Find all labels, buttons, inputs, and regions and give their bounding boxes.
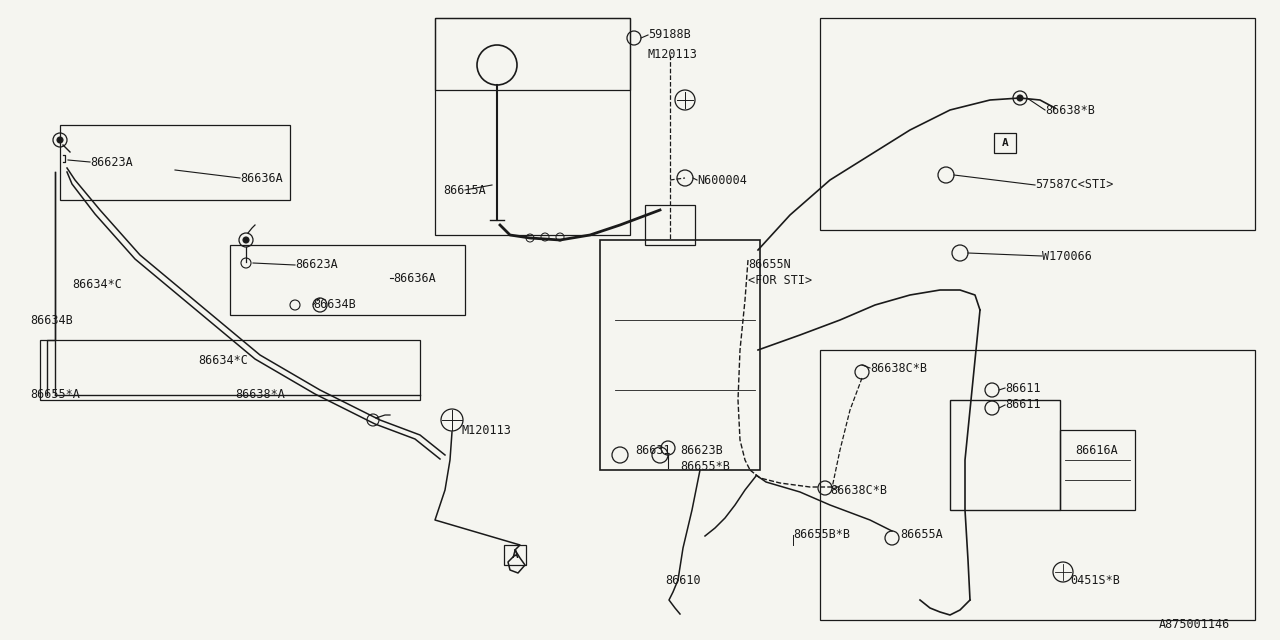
Bar — [600, 240, 760, 470]
Bar — [60, 125, 291, 200]
Text: 86623A: 86623A — [90, 156, 133, 168]
Text: 86631: 86631 — [635, 444, 671, 456]
Bar — [40, 340, 420, 400]
Text: 86638*B: 86638*B — [1044, 104, 1094, 116]
Text: 86623A: 86623A — [294, 259, 338, 271]
Text: 86634*C: 86634*C — [198, 353, 248, 367]
Circle shape — [58, 137, 63, 143]
Bar — [820, 350, 1254, 620]
Text: 86611: 86611 — [1005, 399, 1041, 412]
Bar — [645, 205, 695, 245]
Text: 86636A: 86636A — [241, 172, 283, 184]
Bar — [995, 133, 1016, 153]
Text: 86655*B: 86655*B — [680, 460, 730, 472]
Text: W170066: W170066 — [1042, 250, 1092, 262]
Text: M120113: M120113 — [461, 424, 511, 436]
Text: 86623B: 86623B — [680, 444, 723, 456]
Text: A: A — [1002, 138, 1009, 148]
Text: N600004: N600004 — [698, 173, 746, 186]
Bar — [230, 245, 465, 315]
Text: A875001146: A875001146 — [1158, 618, 1230, 632]
Text: 86634B: 86634B — [314, 298, 356, 312]
Text: A: A — [512, 550, 518, 560]
Bar — [1060, 430, 1135, 510]
Circle shape — [243, 237, 250, 243]
Bar — [950, 400, 1060, 510]
Text: 0451S*B: 0451S*B — [1070, 573, 1120, 586]
Text: 86634*C: 86634*C — [72, 278, 122, 291]
Text: 59188B: 59188B — [648, 29, 691, 42]
Text: 86638*A: 86638*A — [236, 388, 285, 401]
Text: 86655A: 86655A — [900, 529, 943, 541]
Text: 86615A: 86615A — [443, 184, 485, 196]
Text: 86611: 86611 — [1005, 381, 1041, 394]
Circle shape — [1018, 95, 1023, 101]
Text: 86634B: 86634B — [29, 314, 73, 326]
Text: 57587C<STI>: 57587C<STI> — [1036, 179, 1114, 191]
Text: 86638C*B: 86638C*B — [870, 362, 927, 374]
Text: 86636A: 86636A — [393, 271, 435, 285]
Bar — [435, 18, 630, 90]
Bar — [504, 545, 526, 565]
Bar — [435, 18, 630, 235]
Text: 86655N: 86655N — [748, 259, 791, 271]
Text: 86638C*B: 86638C*B — [829, 483, 887, 497]
Text: 86655*A: 86655*A — [29, 388, 79, 401]
Text: 86655B*B: 86655B*B — [794, 529, 850, 541]
Text: <FOR STI>: <FOR STI> — [748, 275, 812, 287]
Text: M120113: M120113 — [648, 49, 698, 61]
Text: 86616A: 86616A — [1075, 444, 1117, 456]
Text: 86610: 86610 — [666, 573, 700, 586]
Bar — [820, 18, 1254, 230]
